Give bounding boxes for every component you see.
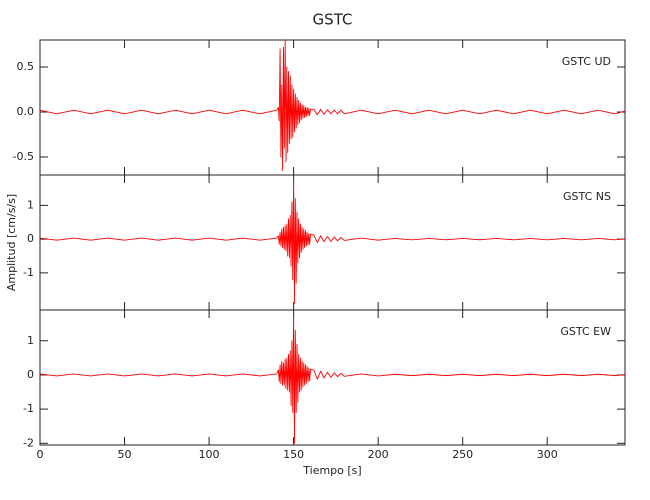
panel-frame <box>39 309 626 446</box>
panel-frame <box>39 174 626 311</box>
x-tick-label: 50 <box>118 448 132 461</box>
y-tick-label: 0.5 <box>17 60 35 73</box>
x-axis-label: Tiempo [s] <box>302 464 361 477</box>
y-tick-label: 1 <box>27 198 34 211</box>
panel-frame <box>39 39 626 176</box>
x-tick-label: 150 <box>283 448 304 461</box>
waveform <box>39 312 626 444</box>
y-tick-label: 1 <box>27 334 34 347</box>
x-tick-label: 250 <box>452 448 473 461</box>
y-tick-label: -1 <box>23 266 34 279</box>
panel-label: GSTC EW <box>560 325 611 338</box>
panel-label: GSTC NS <box>563 190 611 203</box>
y-tick-label: -0.5 <box>13 150 34 163</box>
y-tick-label: -2 <box>23 436 34 449</box>
chart-title: GSTC <box>313 11 353 29</box>
y-tick-label: 0 <box>27 368 34 381</box>
x-tick-label: 300 <box>537 448 558 461</box>
x-tick-label: 200 <box>368 448 389 461</box>
y-tick-label: 0.0 <box>17 105 35 118</box>
y-tick-label: 0 <box>27 232 34 245</box>
waveform <box>39 39 626 171</box>
y-tick-label: -1 <box>23 402 34 415</box>
y-axis-label: Amplitud [cm/s/s] <box>5 194 18 291</box>
x-tick-label: 100 <box>199 448 220 461</box>
panel-label: GSTC UD <box>562 55 611 68</box>
waveform <box>39 177 626 304</box>
x-tick-label: 0 <box>37 448 44 461</box>
